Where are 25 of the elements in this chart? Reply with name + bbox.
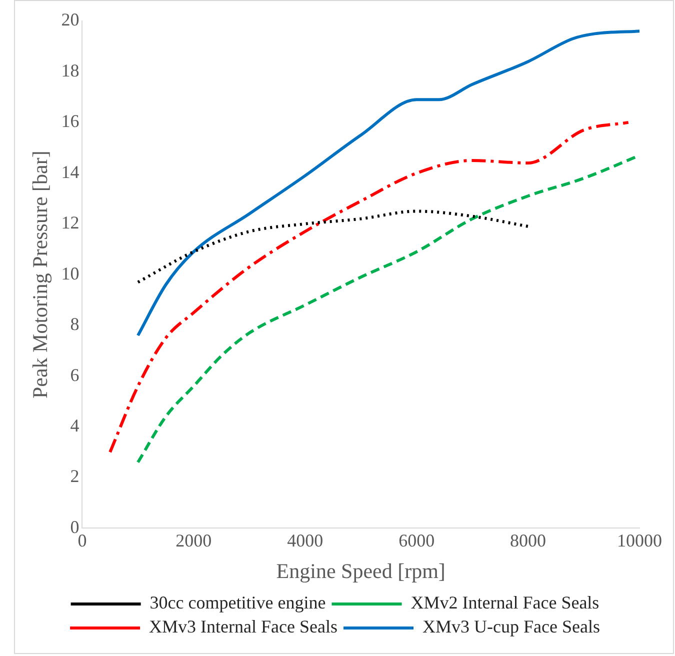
y-tick-label: 20 bbox=[61, 10, 80, 30]
y-tick-label: 2 bbox=[70, 466, 80, 486]
y-tick-label: 10 bbox=[61, 263, 80, 284]
y-tick-label: 6 bbox=[70, 364, 80, 385]
y-axis-title: Peak Motoring Pressure [bar] bbox=[28, 150, 52, 399]
x-axis-title: Engine Speed [rpm] bbox=[276, 558, 446, 583]
y-tick-label: 8 bbox=[70, 314, 80, 334]
y-tick-label: 12 bbox=[61, 212, 80, 233]
x-tick-label: 2000 bbox=[176, 530, 212, 551]
line-series bbox=[136, 210, 530, 284]
y-tick-label: 4 bbox=[70, 415, 80, 436]
y-tick-label: 16 bbox=[61, 111, 80, 132]
line-series bbox=[136, 30, 640, 337]
y-tick-label: 14 bbox=[61, 162, 80, 182]
x-tick-label: 10000 bbox=[617, 530, 662, 551]
y-tick-label: 18 bbox=[61, 60, 80, 80]
x-tick-label: 8000 bbox=[510, 530, 546, 551]
x-tick-label: 6000 bbox=[398, 530, 435, 551]
legend-label: XMv2 Internal Face Seals bbox=[410, 592, 600, 613]
line-series bbox=[108, 120, 630, 454]
y-tick-label: 0 bbox=[70, 516, 80, 537]
legend-label: XMv3 U-cup Face Seals bbox=[422, 616, 600, 637]
legend-label: 30cc competitive engine bbox=[150, 592, 326, 613]
x-tick-label: 4000 bbox=[287, 530, 324, 551]
legend-label: XMv3 Internal Face Seals bbox=[149, 616, 338, 637]
